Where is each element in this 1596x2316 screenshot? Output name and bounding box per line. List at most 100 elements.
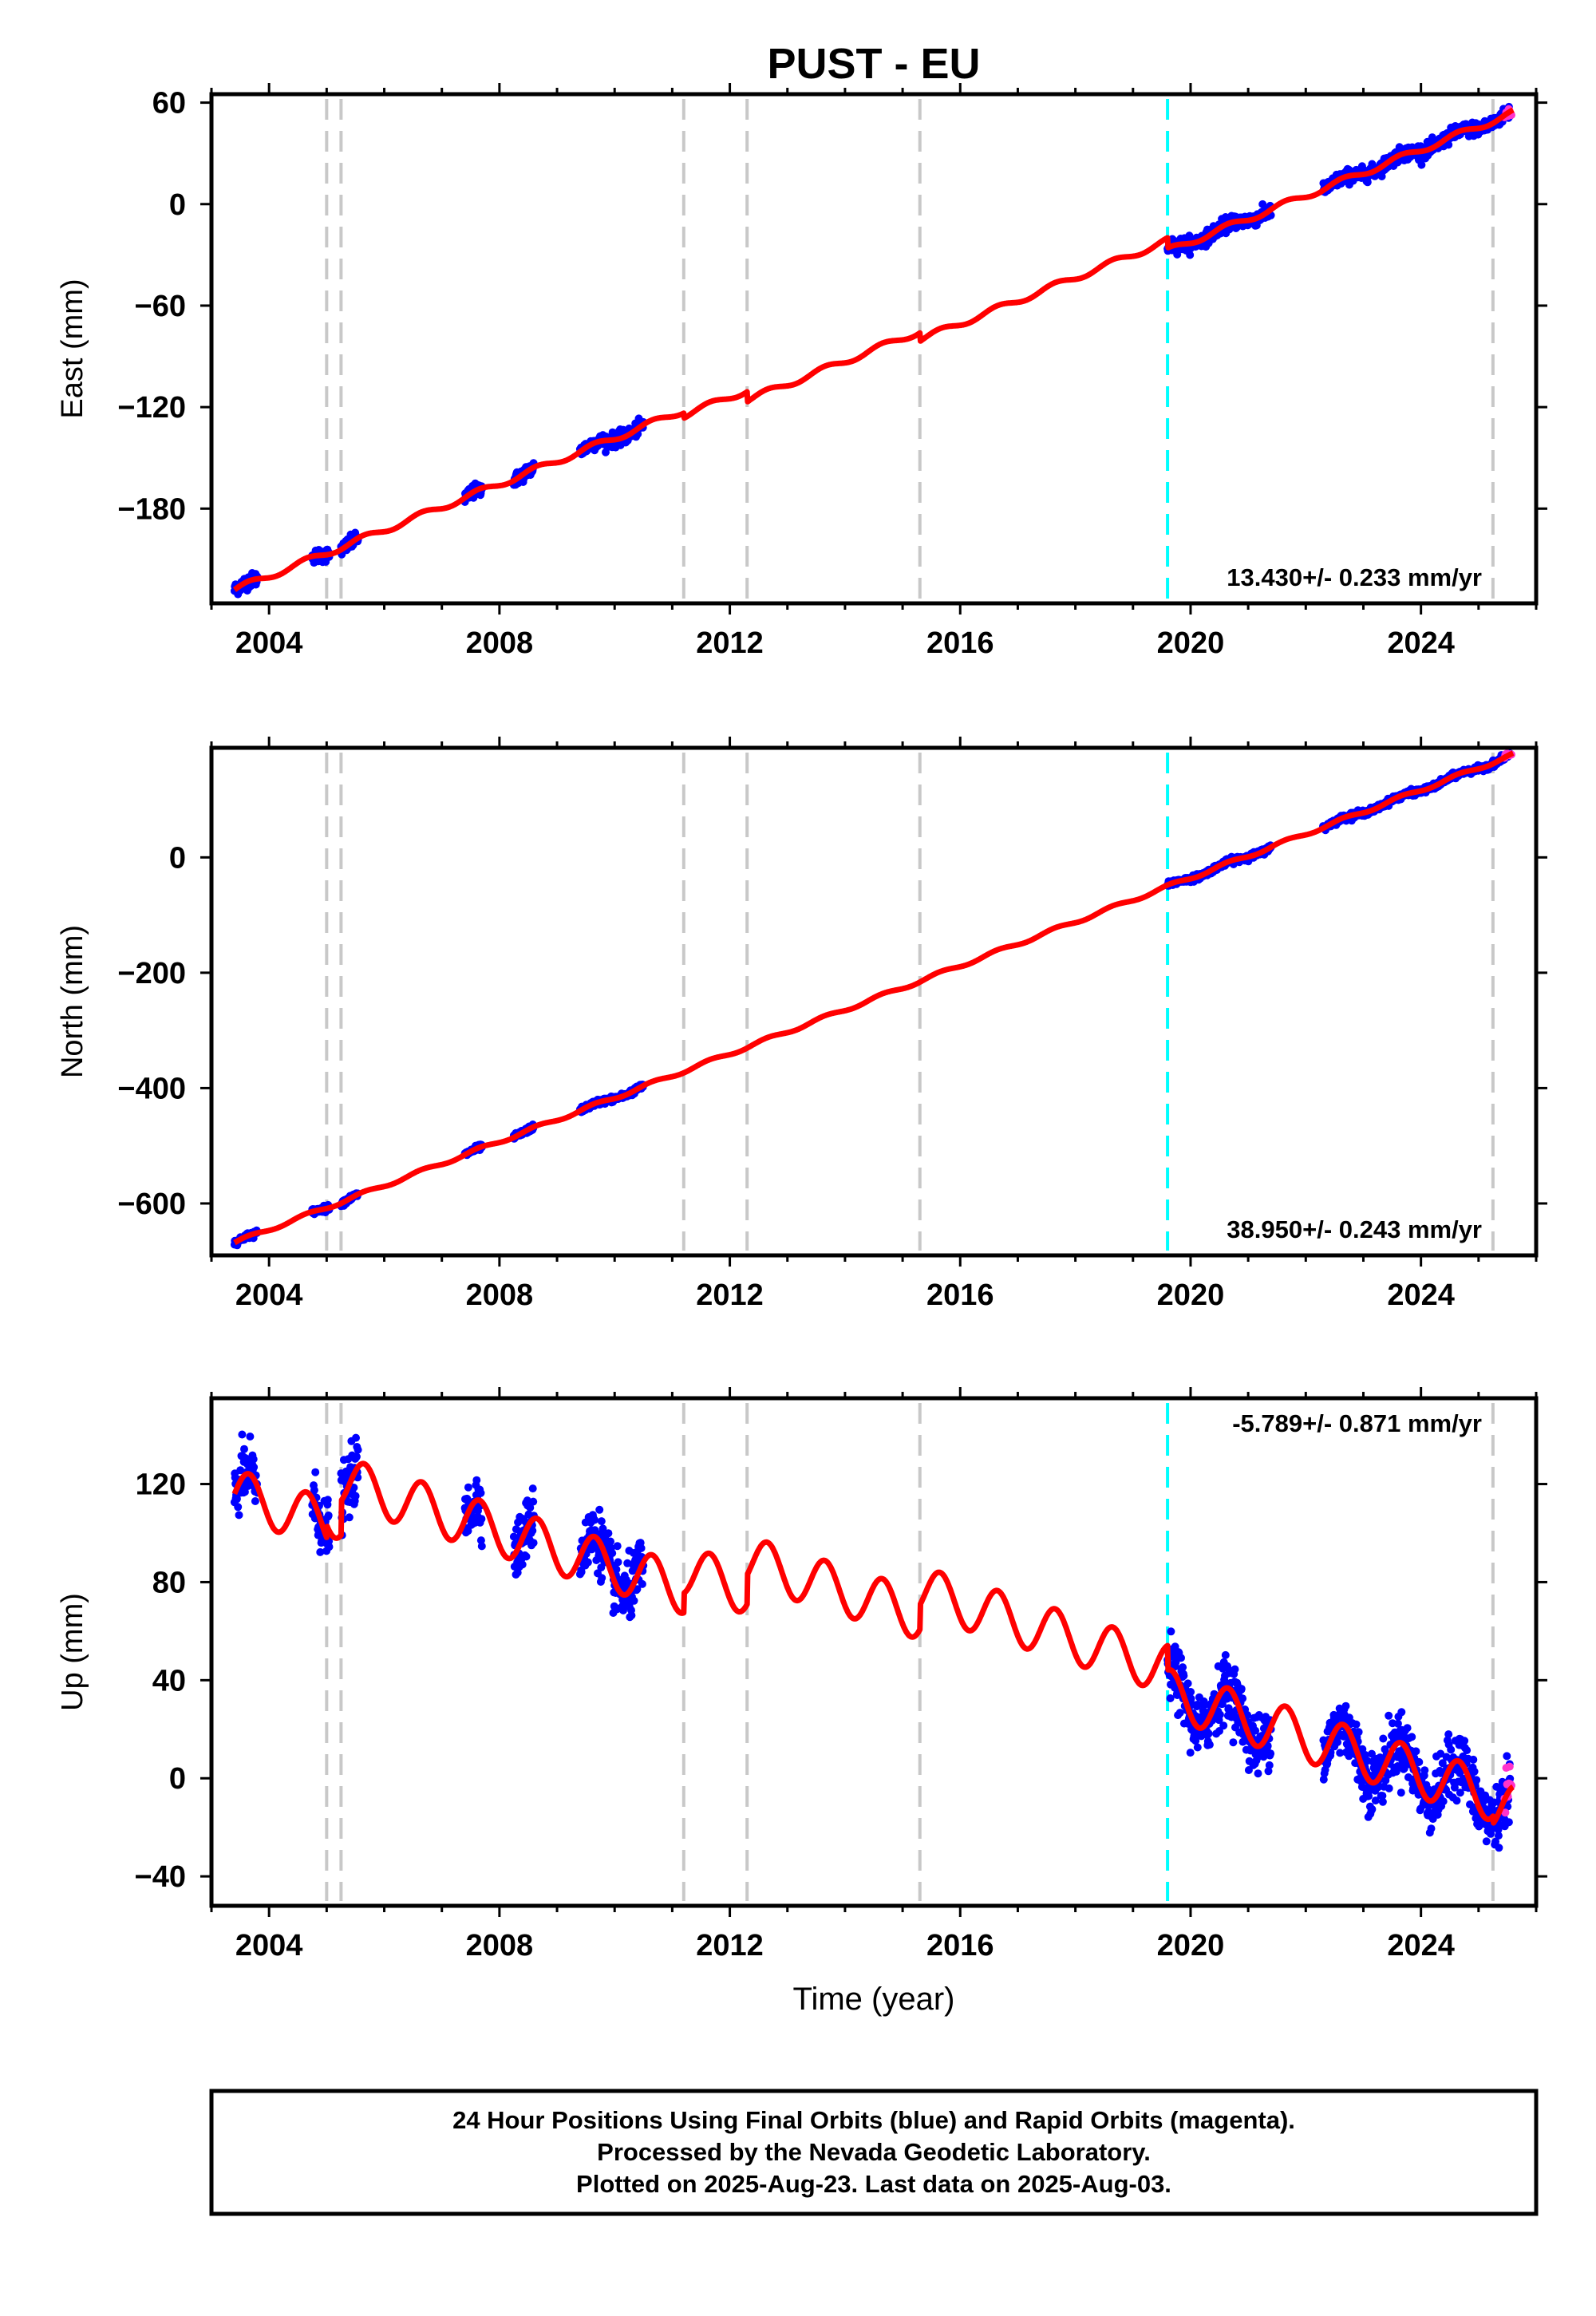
final-orbit-point [1396, 1788, 1405, 1797]
final-orbit-point [1352, 1720, 1361, 1729]
x-tick-label: 2024 [1387, 1279, 1455, 1312]
final-orbit-point [595, 1505, 604, 1514]
final-orbit-point [608, 1549, 617, 1558]
final-orbit-point [235, 1511, 243, 1520]
final-orbit-point [1173, 250, 1182, 259]
x-axis-title: Time (year) [793, 1982, 955, 2017]
final-orbit-point [472, 1476, 481, 1484]
final-orbit-point [1379, 1734, 1388, 1743]
final-orbit-point [251, 1497, 259, 1505]
final-orbit-point [1166, 1694, 1175, 1702]
final-orbit-point [637, 1543, 646, 1552]
note-line-2: Processed by the Nevada Geodetic Laborat… [597, 2138, 1151, 2166]
final-orbit-point [323, 1496, 332, 1504]
final-orbit-point [604, 1529, 613, 1538]
final-orbit-point [1412, 1747, 1420, 1756]
final-orbit-point [529, 1539, 538, 1547]
final-orbit-point [1470, 1767, 1479, 1776]
final-orbit-point [1397, 1708, 1406, 1717]
final-orbit-point [311, 1468, 320, 1476]
final-orbit-point [1179, 1671, 1188, 1680]
x-tick-label: 2008 [466, 1929, 534, 1962]
final-orbit-point [249, 1455, 258, 1464]
y-tick-label: −120 [117, 391, 186, 425]
final-orbit-point [522, 1552, 531, 1561]
y-tick-label: −180 [117, 492, 186, 526]
velocity-label: -5.789+/- 0.871 mm/yr [1232, 1409, 1482, 1437]
y-tick-label: −200 [117, 957, 186, 990]
x-tick-label: 2016 [926, 626, 994, 660]
final-orbit-point [583, 1558, 592, 1567]
x-tick-label: 2012 [696, 626, 764, 660]
final-orbit-point [1439, 1797, 1448, 1806]
x-tick-label: 2020 [1157, 1279, 1225, 1312]
final-orbit-point [1205, 1741, 1214, 1749]
note-line-3: Plotted on 2025-Aug-23. Last data on 202… [576, 2170, 1171, 2198]
figure-title: PUST - EU [767, 40, 980, 88]
final-orbit-point [1265, 1761, 1274, 1769]
y-tick-label: 0 [169, 841, 186, 875]
final-orbit-point [250, 1463, 259, 1472]
y-tick-label: 40 [152, 1664, 186, 1697]
y-tick-label: 0 [169, 1762, 186, 1796]
final-orbit-point [325, 1543, 334, 1551]
x-tick-label: 2004 [235, 1929, 303, 1962]
x-tick-label: 2004 [235, 1279, 303, 1312]
final-orbit-point [1229, 1738, 1238, 1747]
final-orbit-point [638, 1579, 646, 1588]
final-orbit-point [1167, 1627, 1175, 1636]
final-orbit-point [1495, 1844, 1503, 1852]
final-orbit-point [1408, 1733, 1416, 1741]
x-tick-label: 2020 [1157, 626, 1225, 660]
y-axis-title: East (mm) [56, 279, 89, 418]
final-orbit-point [518, 1560, 527, 1569]
final-orbit-point [1363, 178, 1372, 187]
final-orbit-point [1219, 1721, 1228, 1730]
final-orbit-point [324, 1511, 333, 1520]
y-tick-label: 120 [136, 1468, 186, 1502]
final-orbit-point [1385, 1784, 1393, 1792]
final-orbit-point [238, 1430, 247, 1439]
final-orbit-point [1231, 1665, 1239, 1674]
final-orbit-point [1427, 1824, 1436, 1833]
y-tick-label: 60 [152, 87, 186, 121]
velocity-label: 13.430+/- 0.233 mm/yr [1227, 563, 1482, 591]
final-orbit-point [528, 1484, 537, 1493]
final-orbit-point [354, 1445, 362, 1454]
final-orbit-point [1482, 1837, 1491, 1846]
x-tick-label: 2012 [696, 1279, 764, 1312]
final-orbit-point [591, 1516, 599, 1524]
final-orbit-point [1504, 1818, 1513, 1827]
final-orbit-point [1503, 1752, 1511, 1761]
x-tick-label: 2012 [696, 1929, 764, 1962]
final-orbit-point [477, 1515, 486, 1524]
final-orbit-point [529, 1497, 538, 1506]
note-line-1: 24 Hour Positions Using Final Orbits (bl… [452, 2106, 1295, 2134]
final-orbit-point [630, 1596, 638, 1605]
x-tick-label: 2008 [466, 626, 534, 660]
x-tick-label: 2020 [1157, 1929, 1225, 1962]
final-orbit-point [1186, 1749, 1195, 1757]
final-orbit-point [351, 1492, 360, 1500]
model-fit-line [232, 107, 1515, 592]
final-orbit-point [1204, 1729, 1213, 1738]
final-orbit-point [614, 1558, 622, 1567]
north-panel: 2004 2008 2012 2016 2020 2024 0 −200 −400 −600 Nor… [56, 737, 1547, 1312]
plot-frame [209, 92, 1539, 606]
y-tick-label: −400 [117, 1072, 186, 1105]
final-orbit-point [1452, 1796, 1461, 1805]
final-orbit-point [1237, 1685, 1246, 1694]
final-orbit-point [1266, 1749, 1275, 1758]
final-orbit-point [1415, 1757, 1424, 1766]
y-tick-label: −600 [117, 1188, 186, 1221]
final-orbit-point [1447, 1745, 1456, 1754]
x-tick-label: 2016 [926, 1279, 994, 1312]
final-orbit-point [1215, 1710, 1224, 1719]
final-orbit-point [1177, 1654, 1185, 1662]
y-tick-label: 80 [152, 1566, 186, 1599]
final-orbit-point [1472, 1776, 1481, 1784]
east-panel: 2004 2008 2012 2016 2020 2024 60 0 −60 −120 −180 Ea… [56, 83, 1547, 660]
final-orbit-point [1186, 251, 1195, 259]
